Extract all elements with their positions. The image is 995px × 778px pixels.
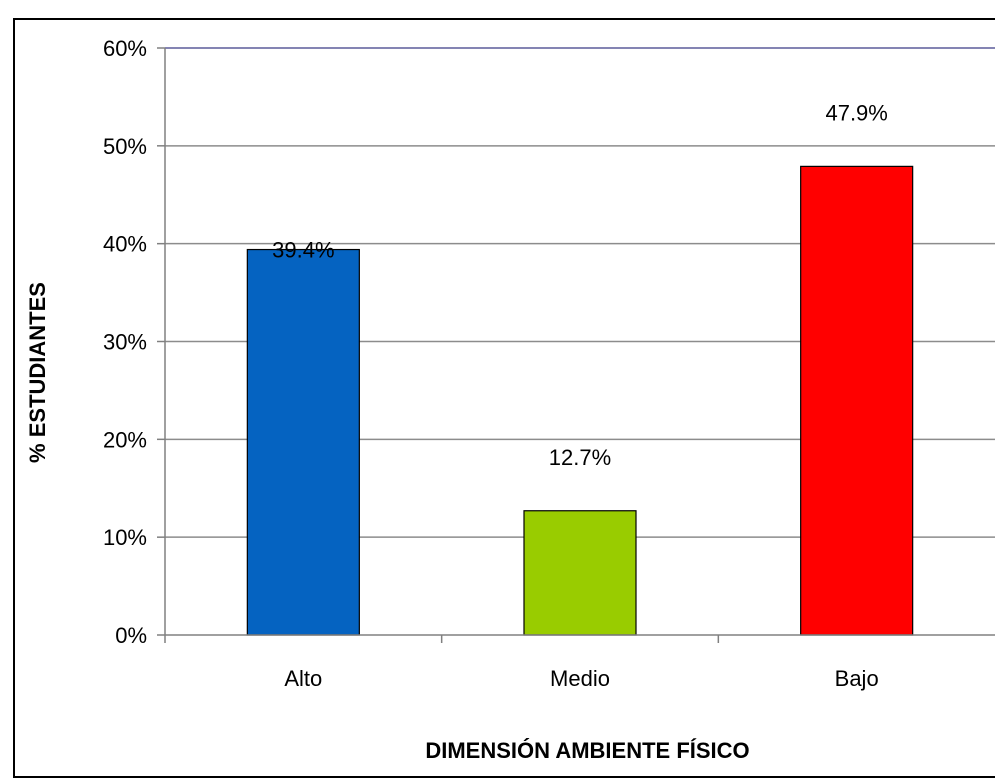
data-label: 47.9% <box>825 100 887 125</box>
x-tick-label: Alto <box>284 666 322 691</box>
x-axis-title: DIMENSIÓN AMBIENTE FÍSICO <box>425 738 749 763</box>
y-axis-title: % ESTUDIANTES <box>25 282 50 463</box>
data-labels: 39.4% 12.7% 47.9% <box>272 100 888 469</box>
y-tick-label: 10% <box>103 525 147 550</box>
bars <box>246 165 914 636</box>
x-tick-label: Medio <box>550 666 610 691</box>
y-tick-labels: 0% 10% 20% 30% 40% 50% 60% <box>103 36 147 648</box>
y-tick-label: 50% <box>103 134 147 159</box>
x-tick-label: Bajo <box>835 666 879 691</box>
y-tick-label: 20% <box>103 427 147 452</box>
data-label: 12.7% <box>549 445 611 470</box>
y-tick-label: 30% <box>103 330 147 355</box>
bar-alto <box>246 248 360 636</box>
bar-bajo <box>800 165 914 636</box>
bar-medio <box>523 510 637 636</box>
axes <box>157 47 995 643</box>
x-tick-labels: Alto Medio Bajo <box>284 666 878 691</box>
y-tick-label: 60% <box>103 36 147 61</box>
y-tick-label: 40% <box>103 232 147 257</box>
y-tick-label: 0% <box>115 623 147 648</box>
data-label: 39.4% <box>272 238 334 263</box>
